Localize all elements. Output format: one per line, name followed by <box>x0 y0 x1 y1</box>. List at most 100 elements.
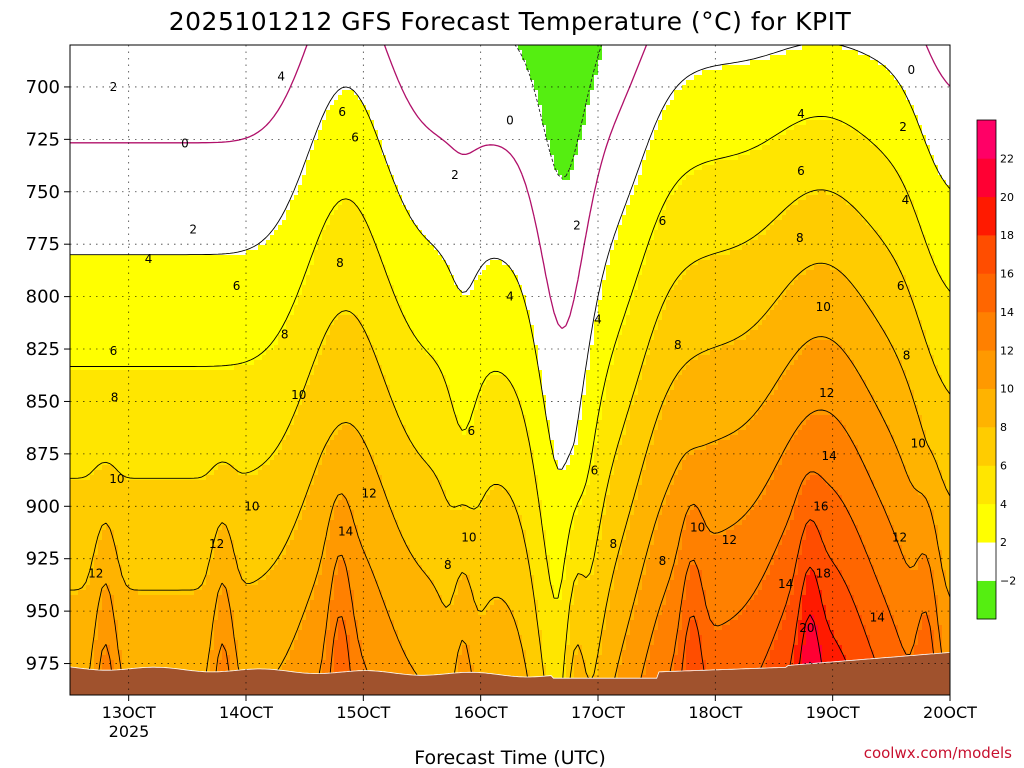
contour-label: 10 <box>109 472 124 486</box>
temperature-cell <box>614 570 647 576</box>
temperature-cell <box>810 340 835 346</box>
temperature-cell <box>234 465 263 471</box>
temperature-cell <box>538 605 571 611</box>
contour-label: 12 <box>362 487 377 501</box>
credit-link[interactable]: coolwx.com/models <box>864 744 1012 762</box>
temperature-cell <box>678 640 687 646</box>
colorbar-label: 10 <box>1000 383 1014 396</box>
temperature-cell <box>346 620 359 626</box>
temperature-cell <box>570 535 603 541</box>
temperature-cell <box>866 385 911 391</box>
temperature-cell <box>414 670 459 676</box>
temperature-cell <box>930 345 950 351</box>
temperature-cell <box>602 525 631 531</box>
temperature-cell <box>486 265 511 271</box>
temperature-cell <box>406 650 463 656</box>
temperature-cell <box>662 115 919 121</box>
temperature-cell <box>414 220 623 226</box>
temperature-cell <box>574 155 647 161</box>
temperature-cell <box>514 500 543 506</box>
temperature-cell <box>354 610 391 616</box>
temperature-cell <box>294 645 327 651</box>
temperature-cell <box>874 480 911 486</box>
temperature-cell <box>690 630 699 636</box>
temperature-cell <box>914 105 950 111</box>
temperature-cell <box>290 650 327 656</box>
temperature-cell <box>778 550 803 556</box>
temperature-cell <box>570 620 607 626</box>
temperature-cell <box>830 620 863 626</box>
temperature-cell <box>658 515 687 521</box>
temperature-cell <box>538 480 591 486</box>
temperature-cell <box>686 655 703 661</box>
temperature-cell <box>886 505 931 511</box>
temperature-cell <box>862 295 915 301</box>
temperature-cell <box>386 270 451 276</box>
temperature-cell <box>574 670 587 676</box>
temperature-cell <box>826 550 867 556</box>
temperature-cell <box>814 620 831 626</box>
temperature-cell <box>638 385 675 391</box>
temperature-cell <box>802 660 823 666</box>
temperature-cell <box>70 595 103 601</box>
temperature-cell <box>822 475 871 481</box>
temperature-cell <box>614 575 643 581</box>
temperature-cell <box>622 655 651 661</box>
temperature-cell <box>702 655 771 661</box>
temperature-cell <box>70 485 311 491</box>
temperature-cell <box>806 590 823 596</box>
temperature-cell <box>118 635 215 641</box>
temperature-cell <box>314 595 335 601</box>
temperature-cell <box>526 535 547 541</box>
temperature-cell <box>634 295 671 301</box>
temperature-cell <box>390 610 479 616</box>
temperature-cell <box>602 50 787 56</box>
temperature-cell <box>70 540 99 546</box>
temperature-cell <box>646 465 683 471</box>
temperature-cell <box>402 420 459 426</box>
temperature-cell <box>242 570 271 576</box>
colorbar-swatch <box>977 580 996 620</box>
temperature-cell <box>270 235 323 241</box>
temperature-cell <box>650 245 743 251</box>
temperature-cell <box>794 505 847 511</box>
temperature-cell <box>298 525 331 531</box>
temperature-cell <box>98 630 119 636</box>
temperature-cell <box>866 220 919 226</box>
temperature-cell <box>530 75 595 81</box>
temperature-cell <box>398 520 523 526</box>
temperature-cell <box>750 150 883 156</box>
temperature-cell <box>890 610 939 616</box>
temperature-cell <box>282 665 323 671</box>
temperature-cell <box>930 560 943 566</box>
temperature-cell <box>222 655 231 661</box>
temperature-cell <box>590 365 611 371</box>
temperature-cell <box>518 620 539 626</box>
temperature-cell <box>898 355 935 361</box>
temperature-cell <box>474 280 519 286</box>
temperature-cell <box>506 375 543 381</box>
temperature-cell <box>534 595 555 601</box>
temperature-cell <box>742 610 787 616</box>
temperature-cell <box>318 580 335 586</box>
temperature-cell <box>670 580 687 586</box>
temperature-cell <box>302 620 331 626</box>
temperature-cell <box>702 585 763 591</box>
temperature-cell <box>574 160 643 166</box>
temperature-cell <box>586 670 599 676</box>
temperature-cell <box>330 520 355 526</box>
temperature-cell <box>518 630 543 636</box>
temperature-cell <box>126 580 207 586</box>
temperature-cell <box>358 530 403 536</box>
temperature-cell <box>930 500 950 506</box>
temperature-cell <box>70 270 311 276</box>
temperature-cell <box>658 525 687 531</box>
temperature-cell <box>98 615 115 621</box>
temperature-cell <box>614 360 647 366</box>
temperature-cell <box>622 325 659 331</box>
temperature-cell <box>726 530 787 536</box>
temperature-cell <box>466 430 531 436</box>
temperature-cell <box>462 650 471 656</box>
temperature-cell <box>798 355 851 361</box>
temperature-cell <box>854 205 915 211</box>
